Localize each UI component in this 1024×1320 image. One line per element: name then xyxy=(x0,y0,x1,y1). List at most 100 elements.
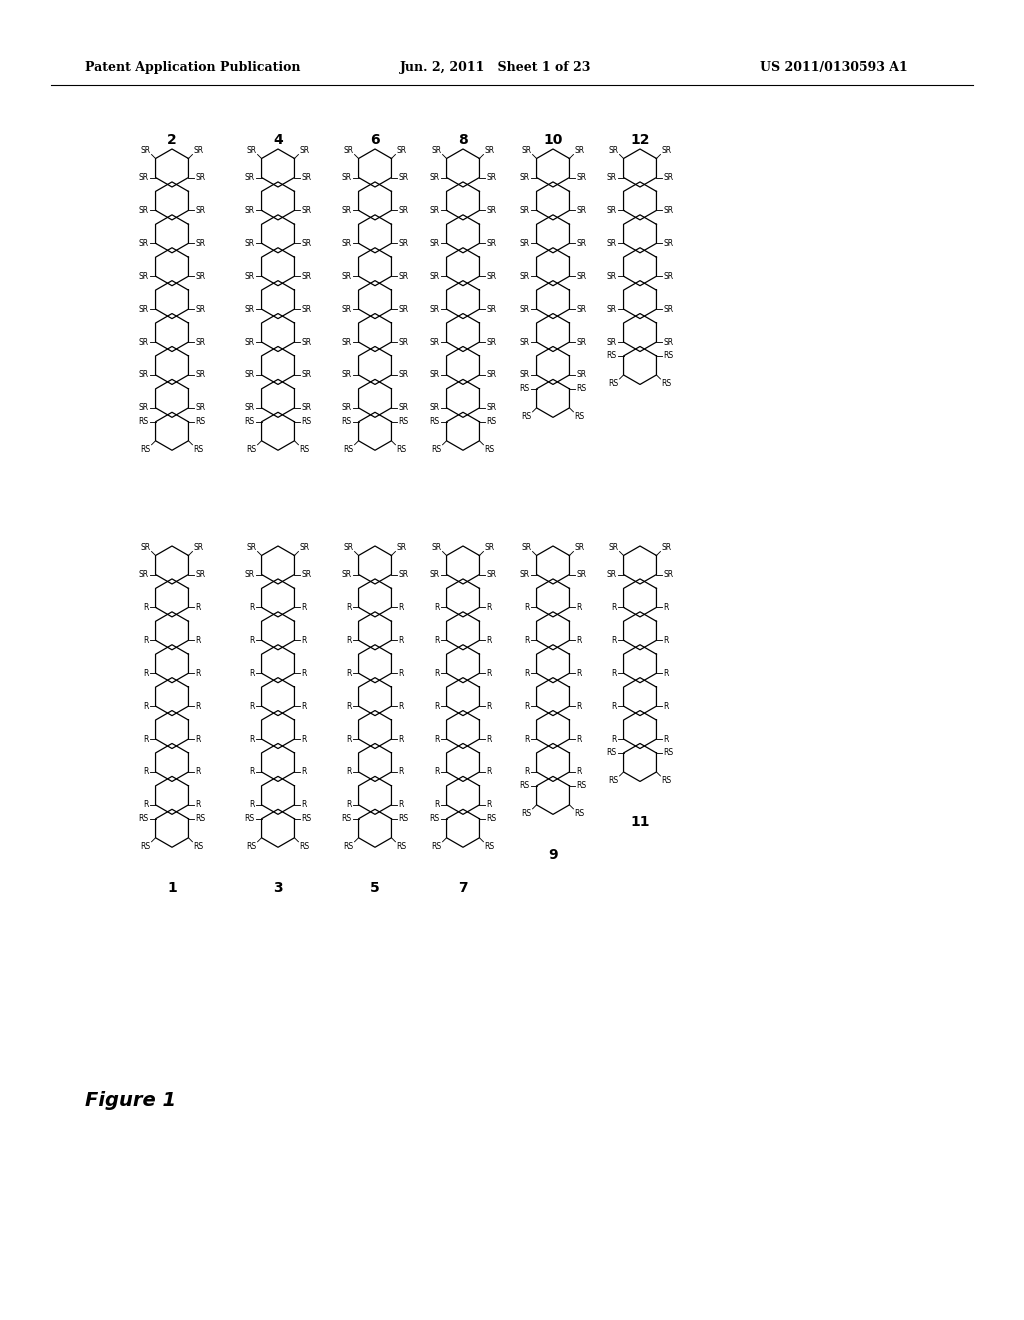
Text: R: R xyxy=(398,603,403,612)
Text: RS: RS xyxy=(486,417,497,426)
Text: R: R xyxy=(346,603,352,612)
Text: R: R xyxy=(524,767,529,776)
Text: SR: SR xyxy=(301,239,311,248)
Text: SR: SR xyxy=(138,338,148,347)
Text: SR: SR xyxy=(299,543,309,552)
Text: SR: SR xyxy=(301,206,311,215)
Text: RS: RS xyxy=(299,842,309,851)
Text: SR: SR xyxy=(430,272,440,281)
Text: R: R xyxy=(301,669,306,677)
Text: SR: SR xyxy=(301,272,311,281)
Text: SR: SR xyxy=(486,272,497,281)
Text: RS: RS xyxy=(607,748,616,758)
Text: R: R xyxy=(143,800,148,809)
Text: 7: 7 xyxy=(458,882,468,895)
Text: RS: RS xyxy=(431,445,441,454)
Text: RS: RS xyxy=(664,351,673,360)
Text: R: R xyxy=(250,734,255,743)
Text: 9: 9 xyxy=(548,849,558,862)
Text: Patent Application Publication: Patent Application Publication xyxy=(85,62,300,74)
Text: SR: SR xyxy=(662,543,672,552)
Text: R: R xyxy=(611,636,616,644)
Text: R: R xyxy=(398,636,403,644)
Text: RS: RS xyxy=(299,445,309,454)
Text: R: R xyxy=(611,669,616,677)
Text: SR: SR xyxy=(398,239,409,248)
Text: SR: SR xyxy=(245,272,255,281)
Text: SR: SR xyxy=(398,206,409,215)
Text: SR: SR xyxy=(520,570,529,579)
Text: SR: SR xyxy=(245,404,255,412)
Text: SR: SR xyxy=(342,404,352,412)
Text: RS: RS xyxy=(301,417,311,426)
Text: RS: RS xyxy=(486,814,497,824)
Text: SR: SR xyxy=(430,404,440,412)
Text: R: R xyxy=(301,603,306,612)
Text: RS: RS xyxy=(196,814,205,824)
Text: R: R xyxy=(143,603,148,612)
Text: RS: RS xyxy=(247,842,257,851)
Text: SR: SR xyxy=(608,543,618,552)
Text: SR: SR xyxy=(607,173,616,182)
Text: R: R xyxy=(398,669,403,677)
Text: RS: RS xyxy=(342,814,352,824)
Text: R: R xyxy=(664,669,669,677)
Text: SR: SR xyxy=(520,173,529,182)
Text: SR: SR xyxy=(431,145,441,154)
Text: SR: SR xyxy=(607,272,616,281)
Text: RS: RS xyxy=(194,445,204,454)
Text: SR: SR xyxy=(486,404,497,412)
Text: R: R xyxy=(143,734,148,743)
Text: SR: SR xyxy=(247,145,257,154)
Text: RS: RS xyxy=(430,814,440,824)
Text: 4: 4 xyxy=(273,133,283,147)
Text: 8: 8 xyxy=(458,133,468,147)
Text: R: R xyxy=(486,669,492,677)
Text: RS: RS xyxy=(520,384,529,393)
Text: RS: RS xyxy=(607,351,616,360)
Text: R: R xyxy=(434,800,440,809)
Text: RS: RS xyxy=(484,842,495,851)
Text: RS: RS xyxy=(301,814,311,824)
Text: SR: SR xyxy=(342,305,352,314)
Text: SR: SR xyxy=(138,239,148,248)
Text: RS: RS xyxy=(396,842,407,851)
Text: RS: RS xyxy=(431,842,441,851)
Text: SR: SR xyxy=(301,305,311,314)
Text: R: R xyxy=(398,800,403,809)
Text: SR: SR xyxy=(342,338,352,347)
Text: SR: SR xyxy=(486,206,497,215)
Text: SR: SR xyxy=(398,570,409,579)
Text: R: R xyxy=(486,702,492,710)
Text: SR: SR xyxy=(577,206,587,215)
Text: SR: SR xyxy=(245,338,255,347)
Text: RS: RS xyxy=(245,417,255,426)
Text: SR: SR xyxy=(486,173,497,182)
Text: RS: RS xyxy=(608,776,618,785)
Text: RS: RS xyxy=(140,445,151,454)
Text: SR: SR xyxy=(607,570,616,579)
Text: 6: 6 xyxy=(371,133,380,147)
Text: RS: RS xyxy=(574,412,585,421)
Text: SR: SR xyxy=(430,338,440,347)
Text: SR: SR xyxy=(521,543,531,552)
Text: SR: SR xyxy=(521,145,531,154)
Text: SR: SR xyxy=(301,404,311,412)
Text: R: R xyxy=(398,767,403,776)
Text: R: R xyxy=(577,603,582,612)
Text: R: R xyxy=(143,636,148,644)
Text: SR: SR xyxy=(138,272,148,281)
Text: SR: SR xyxy=(343,543,353,552)
Text: SR: SR xyxy=(574,145,585,154)
Text: R: R xyxy=(664,702,669,710)
Text: SR: SR xyxy=(577,272,587,281)
Text: R: R xyxy=(346,767,352,776)
Text: RS: RS xyxy=(196,417,205,426)
Text: R: R xyxy=(346,734,352,743)
Text: SR: SR xyxy=(342,570,352,579)
Text: SR: SR xyxy=(607,305,616,314)
Text: R: R xyxy=(664,636,669,644)
Text: R: R xyxy=(398,734,403,743)
Text: SR: SR xyxy=(520,272,529,281)
Text: R: R xyxy=(301,636,306,644)
